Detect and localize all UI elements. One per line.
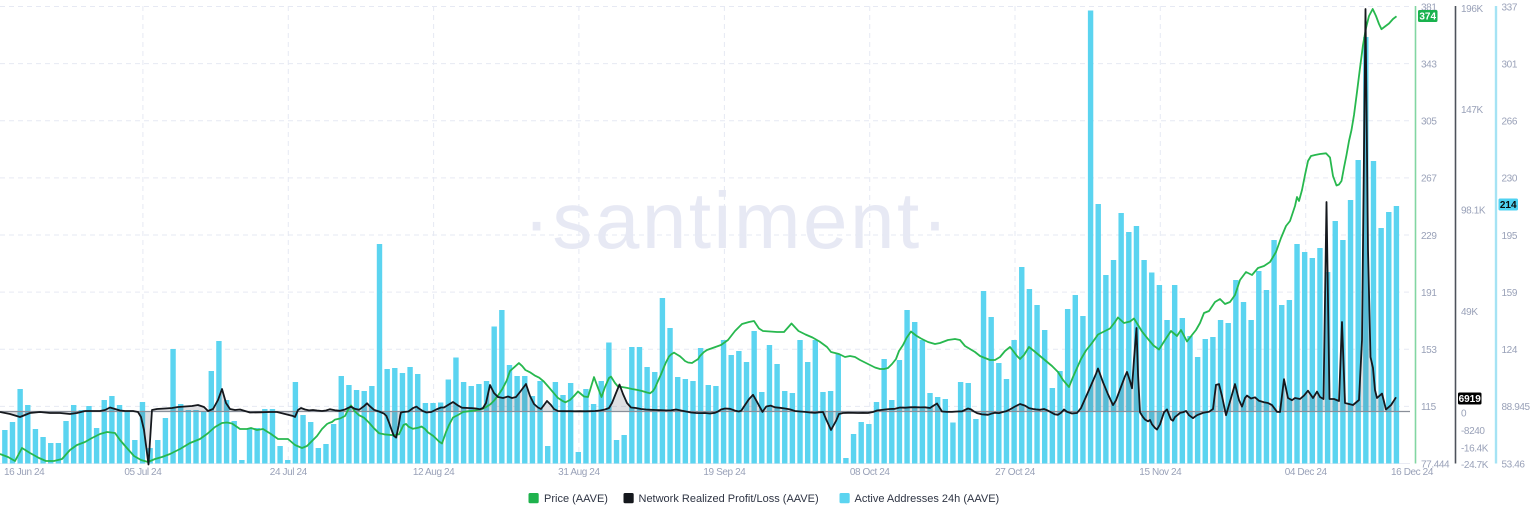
svg-text:153: 153 <box>1421 345 1437 356</box>
svg-text:305: 305 <box>1421 117 1437 128</box>
svg-text:19 Sep 24: 19 Sep 24 <box>703 467 746 478</box>
svg-text:Network Realized Profit/Loss (: Network Realized Profit/Loss (AAVE) <box>639 493 819 505</box>
svg-text:0: 0 <box>1461 408 1467 419</box>
svg-text:53.46: 53.46 <box>1502 459 1526 470</box>
svg-text:-24.7K: -24.7K <box>1461 460 1489 471</box>
svg-text:16 Dec 24: 16 Dec 24 <box>1391 467 1434 478</box>
svg-text:214: 214 <box>1500 200 1517 211</box>
svg-text:31 Aug 24: 31 Aug 24 <box>558 467 600 478</box>
svg-text:77.444: 77.444 <box>1421 459 1450 470</box>
svg-text:05 Jul 24: 05 Jul 24 <box>124 467 162 478</box>
svg-text:98.1K: 98.1K <box>1461 205 1486 216</box>
svg-text:15 Nov 24: 15 Nov 24 <box>1139 467 1182 478</box>
svg-text:-8240: -8240 <box>1461 426 1485 437</box>
svg-text:88.945: 88.945 <box>1502 402 1531 413</box>
svg-text:159: 159 <box>1502 288 1518 299</box>
svg-text:266: 266 <box>1502 117 1518 128</box>
svg-text:191: 191 <box>1421 288 1437 299</box>
svg-text:-16.4K: -16.4K <box>1461 443 1489 454</box>
svg-text:27 Oct 24: 27 Oct 24 <box>995 467 1036 478</box>
svg-text:147K: 147K <box>1461 105 1483 116</box>
svg-text:381: 381 <box>1421 2 1437 13</box>
svg-text:04 Dec 24: 04 Dec 24 <box>1285 467 1328 478</box>
svg-text:267: 267 <box>1421 174 1437 185</box>
svg-text:337: 337 <box>1502 2 1518 13</box>
svg-text:6919: 6919 <box>1459 394 1482 405</box>
svg-text:08 Oct 24: 08 Oct 24 <box>850 467 891 478</box>
svg-text:343: 343 <box>1421 59 1437 70</box>
svg-text:196K: 196K <box>1461 4 1483 15</box>
svg-text:229: 229 <box>1421 231 1437 242</box>
svg-text:195: 195 <box>1502 231 1518 242</box>
svg-text:230: 230 <box>1502 174 1518 185</box>
svg-text:16 Jun 24: 16 Jun 24 <box>4 467 45 478</box>
svg-text:12 Aug 24: 12 Aug 24 <box>413 467 455 478</box>
svg-text:Active Addresses 24h (AAVE): Active Addresses 24h (AAVE) <box>855 493 1000 505</box>
svg-text:Price (AAVE): Price (AAVE) <box>544 493 608 505</box>
svg-text:374: 374 <box>1419 12 1436 23</box>
svg-text:24 Jul 24: 24 Jul 24 <box>270 467 308 478</box>
svg-text:115: 115 <box>1421 402 1437 413</box>
svg-text:49K: 49K <box>1461 307 1478 318</box>
svg-text:301: 301 <box>1502 59 1518 70</box>
svg-text:124: 124 <box>1502 345 1518 356</box>
svg-text:·santiment·: ·santiment· <box>523 176 951 265</box>
